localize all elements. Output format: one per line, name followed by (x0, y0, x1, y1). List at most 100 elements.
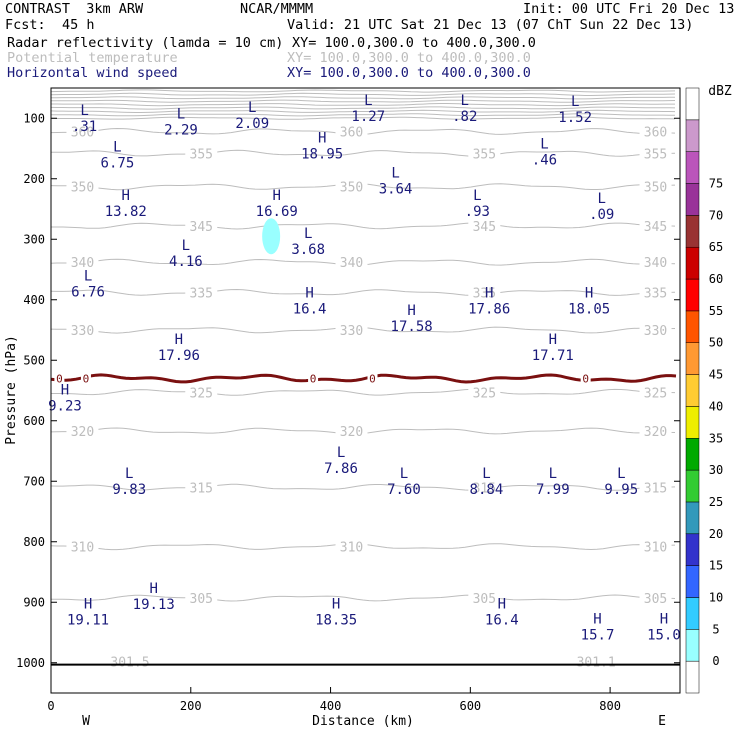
zero-isotherm-label: 0 (83, 372, 90, 385)
theta-band-line (51, 103, 675, 107)
wind-extremum-low-marker: L (304, 226, 312, 242)
y-tick-label: 600 (23, 414, 45, 428)
wind-extremum-value: .46 (532, 153, 557, 169)
wind-extremum-value: 18.05 (568, 301, 610, 317)
theta-label-355: 355 (190, 147, 213, 162)
colorbar-swatch (685, 597, 700, 630)
theta-label-bg (639, 591, 672, 605)
zero-label-bg (367, 372, 378, 385)
theta-label-310: 310 (340, 541, 363, 556)
theta-label-335: 335 (190, 286, 213, 301)
theta-label-bg (335, 424, 368, 438)
colorbar-swatch (685, 565, 700, 598)
theta-band-line (50, 92, 676, 96)
x-tick-label: 600 (459, 699, 481, 713)
wind-extremum-value: 16.4 (485, 612, 519, 628)
colorbar-swatch (685, 183, 700, 216)
theta-label-345: 345 (473, 220, 496, 235)
colorbar-level-label: 50 (709, 336, 723, 350)
theta-label-305: 305 (473, 592, 496, 607)
wind-extremum-low-marker: L (461, 93, 469, 109)
wind-extremum-value: 18.95 (301, 146, 343, 162)
theta-label-bg (66, 255, 99, 269)
theta-line-330 (50, 326, 676, 334)
theta-line-305 (50, 594, 676, 602)
theta-label-bg (185, 480, 218, 494)
theta-label-bg (468, 385, 501, 399)
theta-label-bg (468, 285, 501, 299)
wind-extremum-high-marker: H (593, 611, 601, 627)
theta-label-350: 350 (340, 181, 363, 196)
colorbar-swatch (685, 374, 700, 407)
zero-isotherm-labels: 0 0 0 0 0 (54, 372, 591, 385)
theta-label-bg (468, 218, 501, 232)
wind-extremum-high-marker: H (585, 285, 593, 301)
theta-label-bg (639, 124, 672, 138)
colorbar-level-label: 70 (709, 208, 723, 222)
wind-extremum-high-marker: H (485, 285, 493, 301)
theta-band-line (50, 113, 676, 117)
theta-line-325 (51, 388, 676, 396)
wind-extremum-high-marker: H (549, 332, 557, 348)
wind-extremum-low-marker: L (125, 466, 133, 482)
field-theta: Potential temperature (7, 50, 178, 66)
colorbar-level-label: 40 (709, 399, 723, 413)
wind-extremum-low-marker: L (391, 166, 399, 182)
wind-extremum-value: 1.52 (558, 110, 592, 126)
wind-extremum-high-marker: H (407, 303, 415, 319)
colorbar-level-label: 25 (709, 495, 723, 509)
wind-speed-extrema: L.31L2.29L2.09L1.27L.82L1.52L6.75H18.95L… (48, 93, 681, 643)
theta-label-bg (185, 285, 218, 299)
theta-label-bg (335, 323, 368, 336)
theta-label-325: 325 (190, 386, 213, 401)
theta-band-line (50, 109, 676, 113)
wind-extremum-value: 3.68 (291, 242, 325, 258)
theta-label-360: 360 (644, 126, 667, 141)
wind-extremum-value: 18.35 (315, 612, 357, 628)
xsec-endpoints-1: XY= 100.0,300.0 to 400.0,300.0 (292, 35, 536, 51)
east-label: E (658, 714, 666, 729)
wind-extremum-value: 7.60 (387, 482, 421, 498)
colorbar-swatch (685, 310, 700, 343)
theta-label-bg (66, 424, 99, 438)
colorbar-level-label: 75 (709, 177, 723, 191)
wind-extremum-value: 7.99 (536, 482, 570, 498)
wind-extremum-high-marker: H (498, 596, 506, 612)
wind-extremum-high-marker: H (332, 596, 340, 612)
y-axis: 100 200 300 400 500 600 700 800 900 1000 (16, 111, 680, 670)
theta-line-335 (50, 288, 676, 296)
theta-label-320: 320 (340, 425, 363, 440)
colorbar-swatch (685, 151, 700, 184)
zero-label-bg (80, 372, 91, 385)
theta-label-bg (639, 146, 672, 160)
theta-label-340: 340 (71, 256, 94, 271)
colorbar-level-label: 55 (709, 304, 723, 318)
colorbar-level-label: 0 (712, 654, 719, 668)
wind-extremum-low-marker: L (113, 140, 121, 156)
zero-isotherm-label: 0 (369, 372, 376, 385)
forecast-hours: 45 h (62, 17, 95, 33)
theta-label-325: 325 (644, 386, 667, 401)
colorbar-swatch (685, 87, 700, 121)
valid-time: Valid: 21 UTC Sat 21 Dec 13 (07 ChT Sun … (287, 17, 694, 33)
colorbar-swatch (685, 469, 700, 503)
wind-extremum-value: 2.09 (235, 116, 269, 132)
theta-label-bg (185, 218, 218, 232)
theta-label-320: 320 (71, 425, 94, 440)
wind-extremum-value: 15.7 (581, 627, 615, 643)
wind-extremum-high-marker: H (150, 581, 158, 597)
colorbar-swatch (685, 278, 700, 312)
theta-label-305: 305 (644, 592, 667, 607)
wind-extremum-value: 3.64 (379, 182, 413, 198)
wind-extremum-value: 8.84 (470, 482, 504, 498)
wind-extremum-value: .09 (589, 207, 614, 223)
theta-label-bg (639, 218, 672, 232)
colorbar-swatch (685, 246, 700, 280)
theta-label-315: 315 (190, 481, 213, 496)
theta-band-line (51, 99, 676, 103)
colorbar-swatch (685, 533, 700, 566)
theta-label-bg (335, 255, 368, 269)
wind-extremum-high-marker: H (122, 188, 130, 204)
org-title: NCAR/MMMM (240, 1, 314, 17)
theta-band-line (50, 106, 676, 110)
